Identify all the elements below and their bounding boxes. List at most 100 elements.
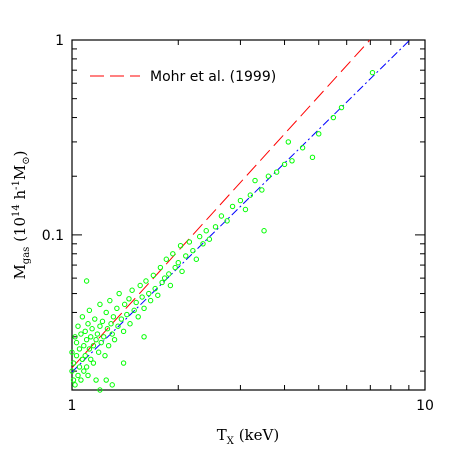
point	[83, 364, 90, 370]
point	[186, 239, 193, 245]
point	[108, 321, 114, 327]
point	[93, 336, 99, 343]
point	[161, 275, 168, 281]
point	[97, 323, 103, 329]
point	[79, 356, 86, 362]
point	[183, 253, 189, 259]
y-tick-label: 0.1	[42, 228, 64, 244]
point	[111, 336, 118, 343]
point	[141, 334, 147, 340]
x-label-sub: X	[227, 436, 235, 447]
point	[133, 299, 139, 306]
y-label-part: )	[11, 150, 29, 156]
point	[203, 228, 209, 234]
point	[98, 339, 104, 346]
point	[177, 243, 184, 249]
point	[229, 203, 236, 210]
point	[135, 314, 141, 320]
x-tick-label: 1	[68, 398, 77, 414]
point	[94, 331, 101, 337]
point	[97, 387, 103, 393]
point	[79, 314, 86, 320]
point	[115, 323, 121, 329]
point	[309, 154, 316, 161]
y-label-sub: gas	[21, 247, 32, 265]
point	[75, 323, 81, 329]
point	[95, 349, 102, 355]
point	[109, 382, 115, 388]
point	[78, 377, 84, 383]
point	[190, 247, 196, 254]
point	[85, 372, 91, 379]
point	[139, 294, 145, 300]
point	[69, 349, 75, 355]
point	[146, 290, 152, 297]
point	[285, 139, 292, 145]
y-label-sup: -1	[11, 180, 22, 190]
x-axis-label: TX (keV)	[217, 426, 279, 447]
point	[224, 218, 230, 224]
point	[82, 328, 88, 335]
point	[316, 131, 322, 137]
point	[85, 321, 91, 327]
point	[73, 352, 80, 359]
point	[163, 256, 170, 262]
point	[76, 346, 83, 352]
point	[126, 296, 132, 302]
point	[93, 377, 99, 383]
point	[141, 305, 147, 312]
point	[90, 343, 97, 349]
point	[159, 279, 165, 286]
y-label-part: M	[11, 264, 29, 279]
point	[193, 256, 200, 262]
point	[131, 307, 137, 314]
y-label-part: M	[11, 165, 29, 180]
point	[127, 321, 133, 327]
point	[103, 309, 109, 316]
point	[172, 264, 178, 271]
point	[105, 343, 112, 349]
point	[252, 177, 258, 184]
point	[102, 352, 108, 359]
point	[261, 228, 267, 234]
point	[70, 360, 77, 366]
point	[155, 292, 161, 298]
point	[76, 364, 83, 370]
x-label-part: T	[217, 426, 227, 444]
point	[120, 328, 127, 335]
point	[338, 104, 345, 111]
point	[273, 169, 280, 175]
point	[330, 114, 337, 121]
point	[92, 316, 98, 322]
point	[103, 377, 109, 383]
point	[281, 161, 288, 168]
point	[166, 271, 172, 277]
point	[81, 368, 87, 374]
point	[72, 334, 78, 340]
point	[83, 278, 90, 284]
point	[129, 287, 135, 293]
y-axis-label: Mgas (1014 h-1M⊙)	[11, 150, 32, 279]
point	[109, 331, 115, 337]
point	[150, 272, 157, 279]
x-label-part: (keV)	[234, 426, 279, 444]
point	[120, 360, 127, 366]
point	[196, 233, 203, 240]
point	[259, 187, 265, 193]
point	[206, 236, 213, 242]
point	[114, 305, 120, 312]
point	[118, 316, 125, 322]
point	[237, 197, 244, 204]
point	[265, 173, 272, 179]
point	[88, 334, 94, 340]
point	[73, 339, 80, 346]
fit-line	[71, 39, 411, 373]
point	[101, 334, 107, 340]
point	[78, 331, 84, 337]
point	[70, 377, 77, 383]
legend-label: Mohr et al. (1999)	[150, 69, 276, 85]
point	[104, 326, 111, 332]
point	[83, 336, 90, 343]
point	[88, 356, 94, 362]
